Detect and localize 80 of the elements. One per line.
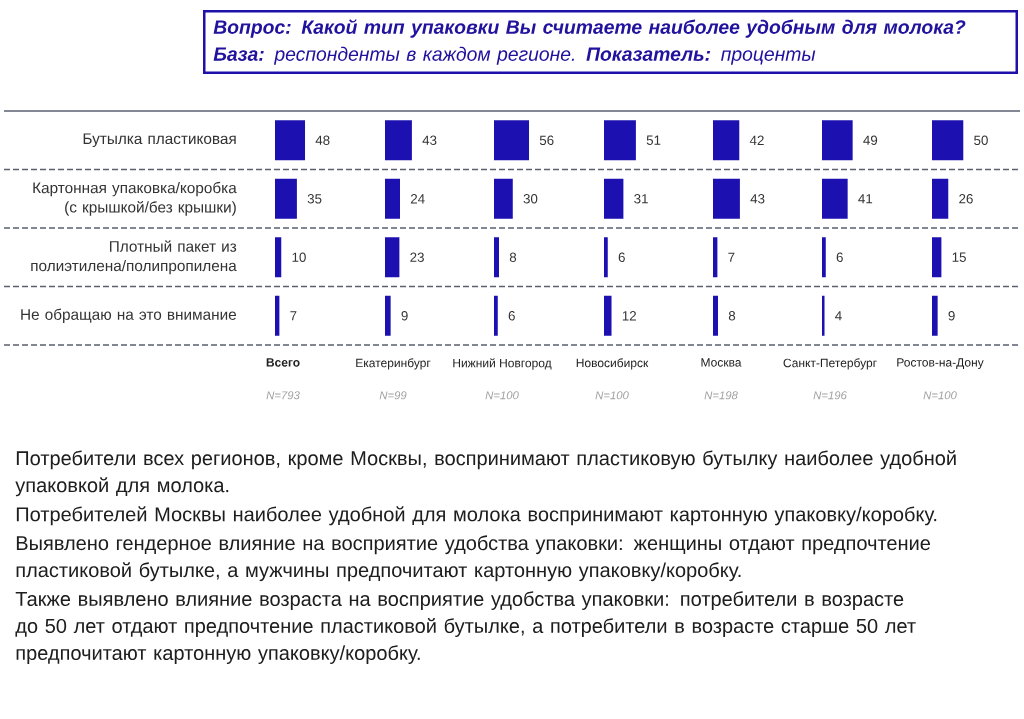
bar	[494, 237, 500, 278]
bar	[822, 237, 826, 278]
data-label: 23	[410, 252, 424, 262]
bar	[932, 120, 964, 161]
text: Потребители всех регионов, кроме Москвы, воспринимают пластиковую бутылку наиболее удобной упаковкой для молока.	[15, 450, 956, 497]
data-label: 7	[290, 311, 297, 321]
y-tick-label: Не обращаю на это внимание	[21, 308, 237, 323]
data-label: 35	[307, 194, 322, 204]
x-axis-title: Екатеринбург	[356, 358, 431, 370]
bar	[275, 120, 306, 161]
data-label: 43	[422, 135, 437, 145]
x-axis-title: Санкт-Петербург	[783, 358, 877, 370]
x-axis-title: Всего	[266, 358, 300, 367]
bar	[494, 120, 530, 161]
data-label: 31	[634, 194, 648, 204]
bar	[932, 237, 942, 278]
data-label: 10	[292, 252, 306, 262]
data-label: 6	[618, 252, 625, 262]
bar	[932, 178, 949, 219]
data-label: 56	[539, 135, 554, 145]
data-label: 51	[646, 135, 661, 145]
x-axis-title: Ростов-на-Дону	[897, 358, 984, 370]
data-label: 48	[315, 135, 330, 145]
data-label: 42	[749, 135, 764, 145]
data-label: 15	[952, 252, 966, 262]
text: Вопрос: Какой тип упаковки Вы считаете наиболее удобным для молока?	[213, 19, 966, 38]
bar	[385, 178, 401, 219]
data-label: 12	[622, 311, 636, 321]
text: N=793	[266, 391, 300, 400]
text: Также выявлено влияние возраста на восприятие удобства упаковки: потребители в возрасте до 50 лет отдают предпочтение пластиковой бутылке, а потребители в возрасте старше 50 лет предпочитают картонную упаковку/коробку.	[15, 591, 916, 664]
data-label: 49	[863, 135, 878, 145]
data-label: 26	[959, 194, 973, 204]
text: N=100	[595, 391, 629, 400]
data-label: 8	[728, 311, 736, 321]
data-label: 7	[728, 252, 735, 262]
text: Потребителей Москвы наиболее удобной для молока воспринимают картонную упаковку/коробку.	[16, 506, 937, 526]
y-tick-label: Плотный пакет из полиэтилена/полипропилена	[31, 240, 237, 275]
y-tick-label: Картонная упаковка/коробка (с крышкой/без крышки)	[33, 181, 237, 216]
data-label: 43	[750, 194, 765, 204]
x-axis-title: Москва	[701, 358, 742, 367]
bar	[713, 295, 719, 336]
text: N=198	[704, 391, 738, 400]
bar	[713, 120, 740, 161]
bar	[275, 178, 297, 219]
bar	[385, 237, 400, 278]
data-label: 4	[835, 311, 842, 321]
bar	[494, 178, 513, 219]
bar	[275, 295, 280, 336]
data-label: 41	[858, 194, 873, 204]
bar	[822, 295, 825, 336]
bar	[713, 237, 718, 278]
text: N=100	[923, 391, 957, 400]
data-label: 9	[401, 311, 408, 321]
text: N=100	[485, 391, 519, 400]
text: N=99	[379, 391, 407, 400]
data-label: 24	[410, 194, 425, 204]
data-label: 50	[974, 135, 988, 145]
text: База: респонденты в каждом регионе. Показатель: проценты	[213, 46, 816, 65]
data-label: 9	[948, 311, 955, 321]
bar	[713, 178, 740, 219]
data-label: 6	[508, 311, 515, 321]
bar	[822, 178, 848, 219]
bar	[604, 120, 636, 161]
data-label: 30	[523, 194, 538, 204]
bar	[385, 295, 391, 336]
x-axis-title: Новосибирск	[576, 358, 649, 370]
text: Выявлено гендерное влияние на восприятие удобства упаковки: женщины отдают предпочтение пластиковой бутылке, а мужчины предпочитают картонную упаковку/коробку.	[16, 535, 930, 582]
bar	[604, 295, 612, 336]
bar	[932, 295, 938, 336]
bar	[822, 120, 853, 161]
bar	[385, 120, 412, 161]
y-tick-label: Бутылка пластиковая	[83, 133, 236, 148]
bar	[275, 237, 282, 278]
bar	[494, 295, 498, 336]
text: N=196	[813, 391, 847, 400]
data-label: 6	[836, 252, 843, 262]
bar	[604, 178, 624, 219]
bar	[604, 237, 608, 278]
data-label: 8	[509, 252, 517, 262]
x-axis-title: Нижний Новгород	[453, 358, 552, 370]
